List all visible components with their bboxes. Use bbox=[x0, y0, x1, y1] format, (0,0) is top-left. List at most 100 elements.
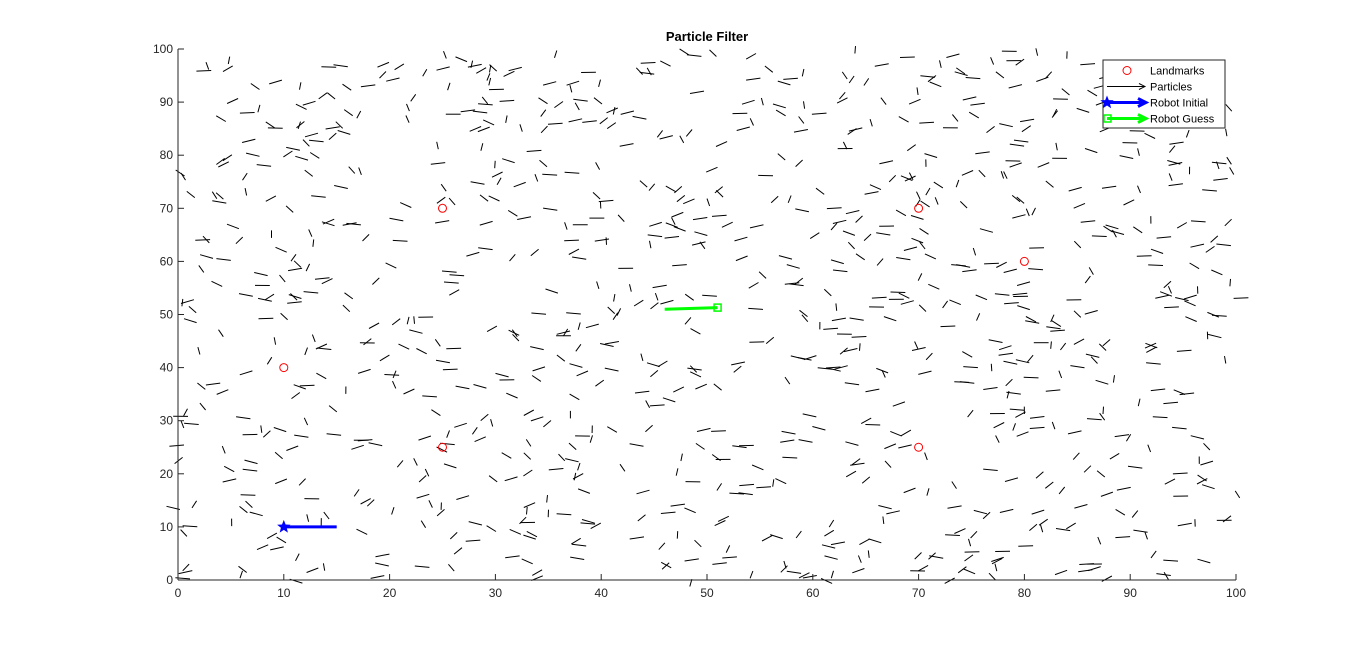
particle-arrow bbox=[1144, 132, 1156, 139]
particle-arrow bbox=[990, 57, 995, 65]
particle-arrow bbox=[212, 200, 227, 204]
particle-arrow bbox=[904, 175, 916, 182]
particle-arrow bbox=[418, 435, 432, 441]
particle-arrow bbox=[1027, 354, 1034, 363]
particle-arrow bbox=[777, 80, 791, 86]
particle-arrow bbox=[634, 390, 650, 394]
x-tick-label: 100 bbox=[1226, 586, 1246, 600]
particle-arrow bbox=[175, 169, 185, 177]
particle-arrow bbox=[571, 537, 581, 545]
particle-arrow bbox=[830, 570, 834, 579]
particle-arrow bbox=[316, 347, 332, 350]
particle-arrow bbox=[298, 478, 306, 486]
particle-arrow bbox=[434, 339, 441, 347]
particle-arrow bbox=[1009, 408, 1025, 411]
particle-arrow bbox=[222, 154, 233, 162]
particle-arrow bbox=[285, 205, 294, 213]
particle-arrow bbox=[994, 563, 998, 572]
particle-arrow bbox=[530, 346, 544, 351]
particle-arrow bbox=[1074, 504, 1088, 509]
legend: Landmarks Particles Robot Initial Robot … bbox=[1100, 59, 1226, 129]
y-tick-label: 40 bbox=[160, 361, 174, 375]
particle-arrow bbox=[649, 404, 665, 407]
particle-arrow bbox=[1196, 478, 1208, 485]
y-tick-label: 100 bbox=[153, 42, 173, 56]
particle-arrow bbox=[695, 383, 707, 390]
y-tick-label: 30 bbox=[160, 414, 174, 428]
particle-arrow bbox=[216, 258, 231, 261]
particle-arrow bbox=[976, 313, 981, 321]
particle-arrow bbox=[783, 77, 798, 80]
particle-arrow bbox=[734, 236, 748, 242]
particle-arrow bbox=[1050, 314, 1055, 323]
particle-arrow bbox=[1016, 281, 1031, 286]
particle-arrow bbox=[182, 563, 190, 572]
particle-arrow bbox=[1099, 412, 1106, 421]
particle-arrow bbox=[288, 267, 303, 272]
particle-arrow bbox=[815, 187, 825, 195]
particle-arrow bbox=[1020, 118, 1035, 123]
particle-arrow bbox=[226, 223, 240, 230]
particle-arrow bbox=[1163, 280, 1172, 289]
particle-arrow bbox=[1015, 58, 1025, 66]
particle-arrow bbox=[328, 132, 337, 140]
particle-arrow bbox=[471, 427, 478, 435]
particle-arrow bbox=[978, 169, 986, 178]
particle-arrow bbox=[392, 370, 397, 379]
particle-arrow bbox=[478, 247, 493, 251]
particle-arrow bbox=[869, 118, 873, 127]
x-tick-label: 20 bbox=[383, 586, 397, 600]
particle-arrow bbox=[195, 239, 211, 241]
particle-arrow bbox=[898, 116, 909, 123]
particle-arrow bbox=[413, 458, 418, 466]
particle-arrow bbox=[1105, 224, 1119, 230]
particle-arrow bbox=[316, 372, 327, 380]
particle-arrow bbox=[442, 368, 458, 371]
particle-arrow bbox=[326, 92, 336, 100]
particle-arrow bbox=[1035, 48, 1039, 56]
particle-arrow bbox=[1148, 264, 1164, 266]
particle-arrow bbox=[798, 572, 810, 579]
landmark-marker bbox=[438, 203, 447, 213]
particle-arrow bbox=[884, 460, 892, 468]
particle-arrow bbox=[258, 317, 274, 320]
particle-arrow bbox=[1137, 398, 1141, 407]
particle-arrow bbox=[197, 382, 206, 390]
particle-arrow bbox=[1177, 522, 1192, 527]
particle-arrow bbox=[1176, 349, 1192, 352]
particle-arrow bbox=[659, 135, 673, 140]
particle-arrow bbox=[275, 478, 288, 485]
particle-arrow bbox=[1155, 294, 1170, 299]
particle-arrow bbox=[572, 473, 584, 480]
particle-arrow bbox=[480, 413, 489, 421]
particle-arrow bbox=[917, 564, 929, 572]
particle-arrow bbox=[683, 198, 695, 205]
particle-arrow bbox=[871, 296, 887, 299]
particle-arrow bbox=[517, 216, 532, 220]
particle-arrow bbox=[295, 155, 309, 161]
particle-arrow bbox=[473, 384, 487, 389]
particle-arrow bbox=[954, 71, 968, 76]
particle-arrow bbox=[886, 510, 900, 515]
particle-arrow bbox=[1163, 572, 1169, 580]
particle-arrow bbox=[970, 102, 985, 106]
particle-arrow bbox=[924, 452, 928, 461]
particle-arrow bbox=[947, 505, 962, 509]
particle-arrow bbox=[859, 343, 861, 351]
particle-arrow bbox=[864, 191, 879, 195]
particle-arrow bbox=[739, 483, 755, 487]
particle-arrow bbox=[999, 508, 1014, 513]
particle-arrow bbox=[680, 453, 683, 462]
particle-arrow bbox=[811, 112, 827, 115]
particle-arrow bbox=[865, 388, 880, 393]
particle-arrow bbox=[1184, 300, 1196, 307]
particle-arrow bbox=[256, 544, 269, 551]
particle-arrow bbox=[403, 388, 415, 395]
particle-arrow bbox=[534, 174, 539, 182]
particle-arrow bbox=[982, 511, 991, 520]
particle-arrow bbox=[954, 528, 966, 534]
particle-arrow bbox=[664, 236, 680, 239]
particle-arrow bbox=[455, 56, 468, 63]
particle-arrow bbox=[564, 222, 568, 230]
particle-arrow bbox=[839, 91, 846, 100]
